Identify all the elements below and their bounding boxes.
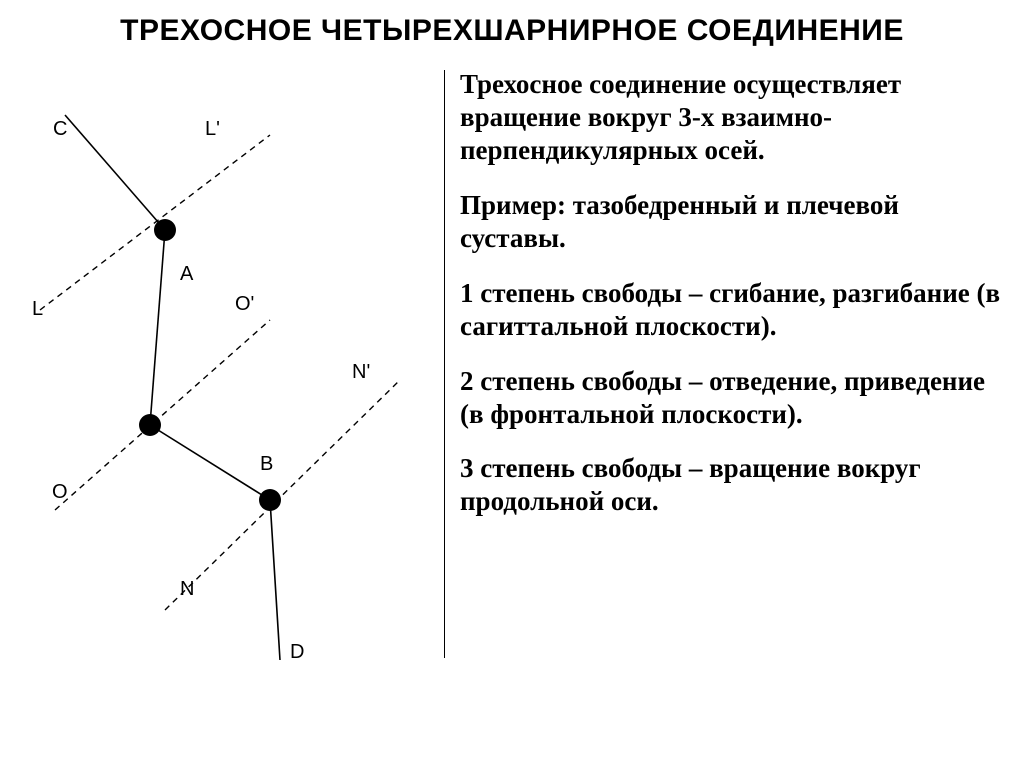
joint-diagram: C L' A O' L N' B O N D bbox=[10, 100, 430, 680]
solid-link-line bbox=[150, 425, 270, 500]
diagram-label-C: C bbox=[53, 118, 67, 140]
solid-link-line bbox=[270, 500, 280, 660]
diagram-label-O: O bbox=[52, 481, 68, 503]
text-column: Трехосное соединение осуществляет вращен… bbox=[460, 68, 1008, 540]
diagram-label-L: L bbox=[32, 298, 43, 320]
diagram-label-Lprime: L' bbox=[205, 118, 220, 140]
paragraph-dof2: 2 степень свободы – отведение, приведени… bbox=[460, 365, 1008, 431]
solid-link-line bbox=[150, 230, 165, 425]
hinge-node-M bbox=[139, 414, 161, 436]
diagram-label-N: N bbox=[180, 578, 194, 600]
paragraph-dof3: 3 степень свободы – вращение вокруг прод… bbox=[460, 452, 1008, 518]
dashed-axis-line bbox=[55, 320, 270, 510]
diagram-svg: C L' A O' L N' B O N D bbox=[10, 100, 430, 680]
solid-link-line bbox=[65, 115, 165, 230]
diagram-label-D: D bbox=[290, 641, 304, 663]
diagram-label-A: A bbox=[180, 263, 194, 285]
hinge-node-A bbox=[154, 219, 176, 241]
paragraph-definition: Трехосное соединение осуществляет вращен… bbox=[460, 68, 1008, 167]
diagram-label-Nprime: N' bbox=[352, 361, 370, 383]
hinge-node-B bbox=[259, 489, 281, 511]
dashed-axis-line bbox=[165, 380, 400, 610]
dashed-axis-line bbox=[40, 135, 270, 310]
diagram-label-Oprime: O' bbox=[235, 293, 254, 315]
page: ТРЕХОСНОЕ ЧЕТЫРЕХШАРНИРНОЕ СОЕДИНЕНИЕ C L… bbox=[0, 0, 1024, 767]
paragraph-example: Пример: тазобедренный и плечевой суставы… bbox=[460, 189, 1008, 255]
diagram-label-B: B bbox=[260, 453, 273, 475]
paragraph-dof1: 1 степень свободы – сгибание, разгибание… bbox=[460, 277, 1008, 343]
page-title: ТРЕХОСНОЕ ЧЕТЫРЕХШАРНИРНОЕ СОЕДИНЕНИЕ bbox=[0, 14, 1024, 48]
vertical-divider bbox=[444, 70, 445, 658]
